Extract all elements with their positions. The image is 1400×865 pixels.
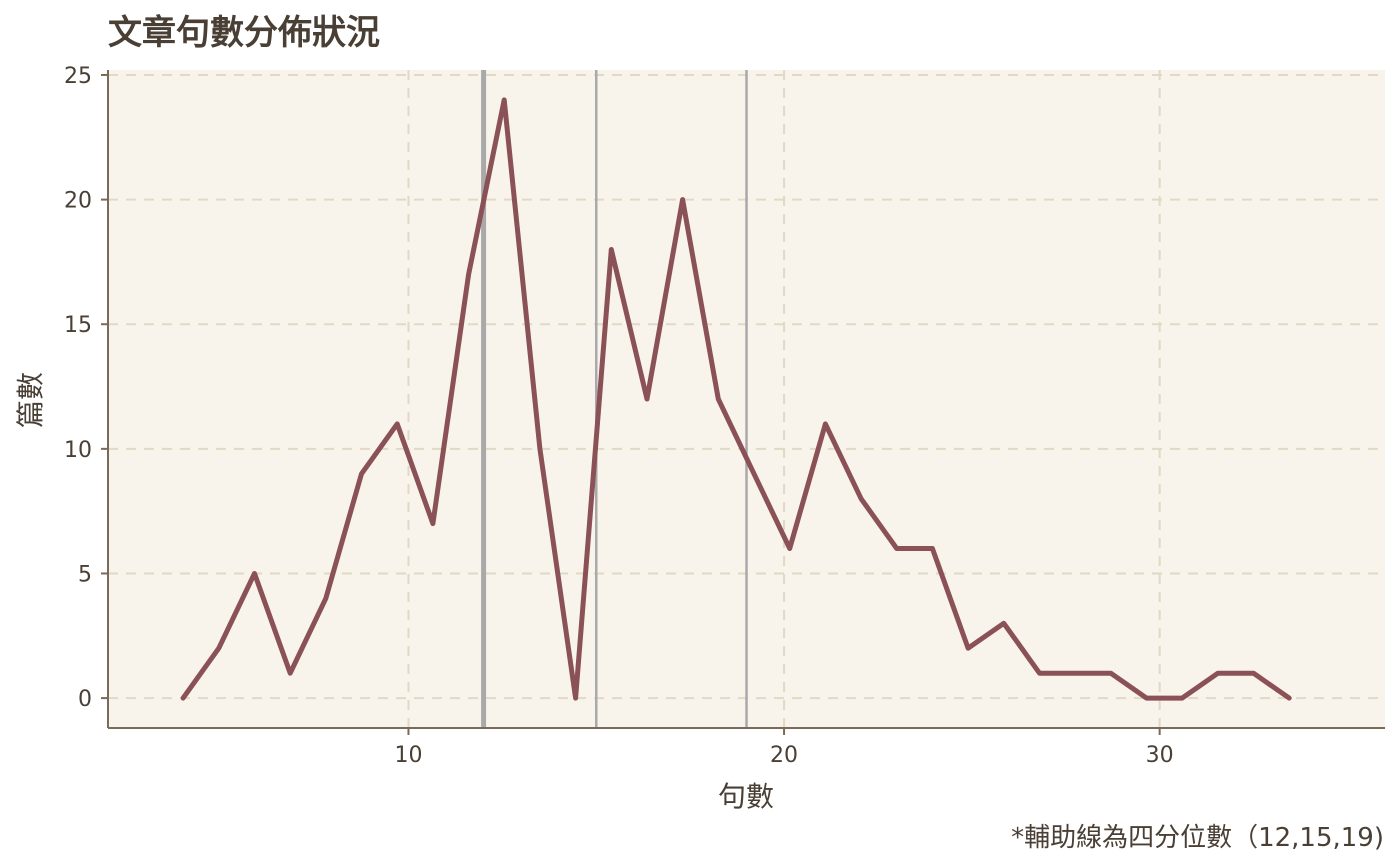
y-axis-ticks: 0 5 10 15 20 25 (64, 64, 108, 712)
x-tick-label-20: 20 (770, 743, 798, 768)
quartile-lines (481, 70, 748, 728)
y-tick-label-15: 15 (64, 313, 92, 338)
x-axis-ticks: 10 20 30 (394, 728, 1174, 768)
y-tick-label-10: 10 (64, 438, 92, 463)
chart-title: 文章句數分佈狀況 (108, 13, 380, 53)
series-line (180, 97, 1292, 701)
x-tick-label-10: 10 (394, 743, 422, 768)
x-axis-title: 句數 (718, 780, 774, 813)
y-tick-label-20: 20 (64, 189, 92, 214)
x-tick-label-30: 30 (1146, 743, 1174, 768)
y-axis-title: 篇數 (14, 372, 47, 428)
y-tick-label-0: 0 (78, 687, 92, 712)
y-tick-label-25: 25 (64, 64, 92, 89)
y-tick-label-5: 5 (78, 562, 92, 587)
chart-caption: *輔助線為四分位數（12,15,19) (1011, 823, 1384, 853)
